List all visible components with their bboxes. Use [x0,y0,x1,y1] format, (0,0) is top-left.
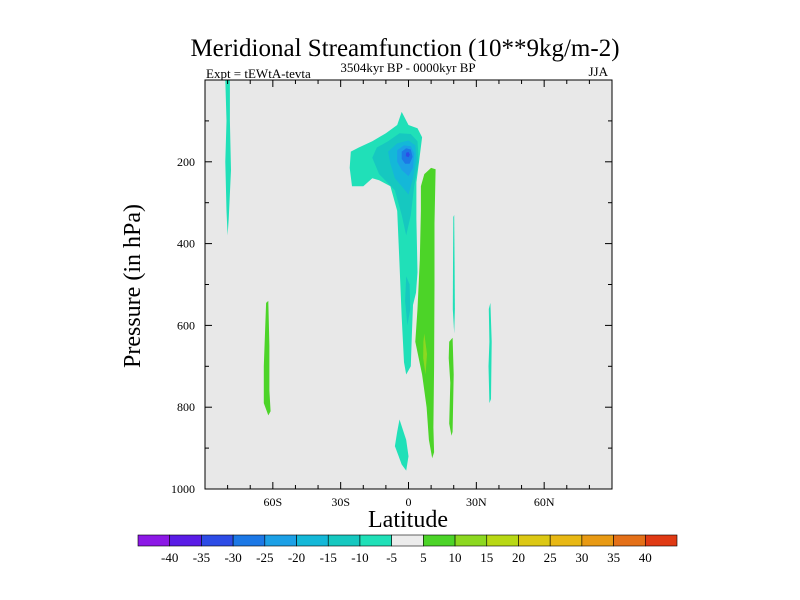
colorbar-swatch [518,534,551,547]
colorbar-label: 25 [544,550,557,565]
colorbar-swatch [264,534,297,547]
contour-region-south-midlevel-positive [263,300,271,416]
colorbar-label: -40 [161,550,178,565]
y-tick-label: 800 [177,400,195,414]
colorbar-swatch [613,534,646,547]
colorbar [137,534,678,547]
colorbar-swatch [549,534,583,547]
experiment-label: Expt = tEWtA-tevta [206,66,311,81]
colorbar-swatch [391,534,424,547]
colorbar-label: 30 [575,550,588,565]
x-tick-label: 0 [406,495,412,509]
colorbar-label: -20 [288,550,305,565]
contour-region-tropical-positive-column [415,167,436,459]
y-tick-label: 1000 [171,482,195,496]
colorbar-label: -10 [351,550,368,565]
colorbar-label: -15 [320,550,337,565]
colorbar-label: 5 [420,550,427,565]
chart-title: Meridional Streamfunction (10**9kg/m-2) [190,35,619,62]
x-axis-label: Latitude [368,507,448,533]
y-tick-labels: 200 400 600 800 1000 [171,155,195,496]
plot-frame [204,79,613,490]
contour-region-upper-tropical-negative-core-5 [405,152,410,158]
colorbar-swatch [454,534,488,547]
contour-region-mid-tropical-negative-patch [405,276,411,326]
colorbar-label: -5 [386,550,397,565]
x-tick-label: 30S [331,495,350,509]
y-tick-label: 400 [177,237,195,251]
colorbar-swatch [201,534,234,547]
colorbar-label: -35 [193,550,210,565]
colorbar-swatch [423,534,456,547]
x-tick-labels: 60S 30S 0 30N 60N [263,495,554,509]
y-axis-label: Pressure (in hPa) [120,204,146,368]
y-tick-label: 200 [177,155,195,169]
colorbar-label: 40 [639,550,652,565]
colorbar-label: 20 [512,550,525,565]
x-tick-label: 60N [534,495,555,509]
colorbar-label: -25 [256,550,273,565]
colorbar-label: 10 [449,550,462,565]
colorbar-swatch [169,534,202,547]
chart-subtitle: 3504kyr BP - 0000kyr BP [340,60,475,75]
colorbar-label: 35 [607,550,620,565]
colorbar-swatch [644,534,678,547]
contour-region-far-south-upper-negative [225,80,231,236]
contour-region-north-mid-negative [488,302,492,404]
colorbar-label: 15 [480,550,493,565]
colorbar-swatch [581,534,614,547]
contour-region-north-upper-negative [452,215,455,334]
colorbar-label: -30 [224,550,241,565]
season-label: JJA [588,64,608,79]
contour-region-lower-tropical-negative [394,419,409,471]
x-tick-label: 60S [263,495,282,509]
colorbar-swatch [137,534,171,547]
contour-region-north-positive-patch [448,337,454,436]
colorbar-swatch [232,534,266,547]
colorbar-swatch [296,534,329,547]
x-tick-label: 30N [466,495,487,509]
contour-region-tropical-positive-core [423,333,427,375]
contour-regions [225,80,492,471]
y-tick-label: 600 [177,318,195,332]
colorbar-labels: -40 -35 -30 -25 -20 -15 -10 -5 5 10 15 20 25 30 35 40 [161,550,652,565]
colorbar-swatch [327,534,361,547]
colorbar-swatch [359,534,392,547]
colorbar-swatch [486,534,519,547]
